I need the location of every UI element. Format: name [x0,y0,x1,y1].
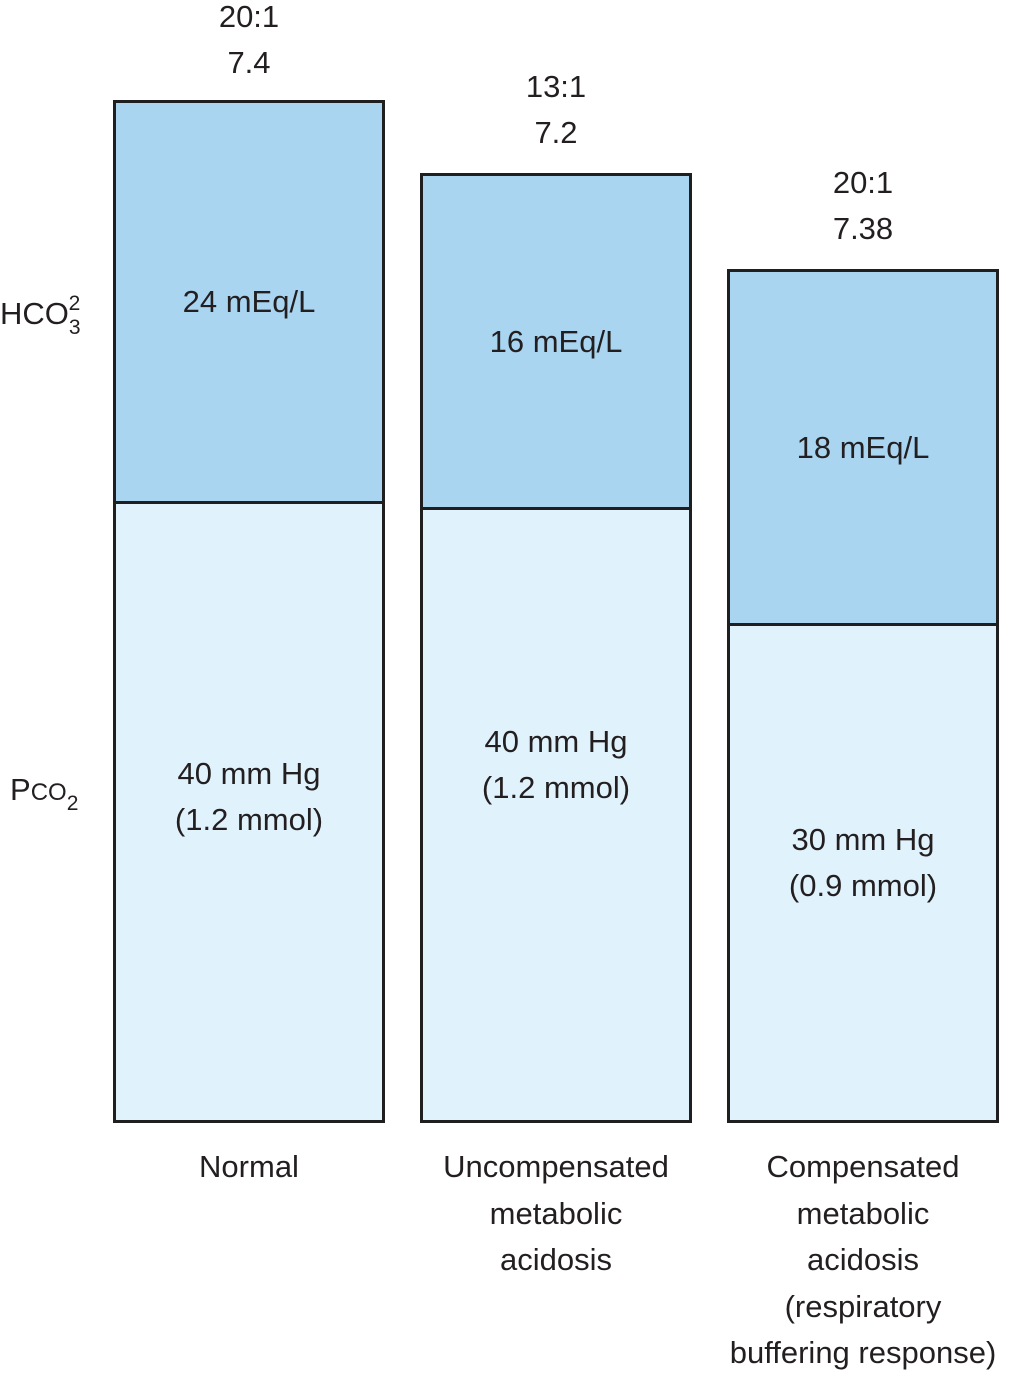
normal-pco2-segment: 40 mm Hg (1.2 mmol) [116,504,382,1120]
pco2-label-subscript: 2 [66,792,79,815]
normal-caption: Normal [99,1144,399,1191]
uncompensated-caption-line: acidosis [500,1242,612,1277]
bicarbonate-label-superscript: 2 [68,292,81,315]
compensated-caption-line: Compensated [766,1149,960,1184]
normal-bicarbonate-segment: 24 mEq/L [116,103,382,504]
bicarbonate-label-subscript: 3 [68,316,81,339]
uncompensated-pco2-segment: 40 mm Hg (1.2 mmol) [423,510,689,1120]
compensated-bicarbonate-value: 18 mEq/L [796,429,930,465]
uncompensated-caption-line: metabolic [489,1195,623,1231]
normal-ratio-ph: 20:1 7.4 [113,0,385,86]
compensated-pco2-segment: 30 mm Hg (0.9 mmol) [730,626,996,1120]
uncompensated-caption-line: Uncompensated [443,1149,669,1184]
compensated-pco2-value: 30 mm Hg [791,822,935,857]
compensated-pco2-mmol: (0.9 mmol) [788,868,938,903]
uncompensated-ph: 7.2 [534,115,578,150]
bicarbonate-label-base: HCO [0,296,69,331]
compensated-caption-line: (respiratory [784,1288,942,1324]
uncompensated-ratio: 13:1 [525,69,587,104]
uncompensated-caption: Uncompensated metabolic acidosis [406,1144,706,1284]
uncompensated-bicarbonate-segment: 16 mEq/L [423,176,689,510]
uncompensated-bicarbonate-value: 16 mEq/L [489,323,623,359]
uncompensated-ratio-ph: 13:1 7.2 [420,64,692,156]
compensated-caption-line: buffering response) [729,1335,997,1370]
pco2-axis-label: PCO2 [10,772,79,815]
compensated-ratio-ph: 20:1 7.38 [727,160,999,252]
normal-pco2-value: 40 mm Hg [177,756,321,791]
compensated-caption-line: metabolic [796,1195,930,1231]
uncompensated-pco2-value: 40 mm Hg [484,724,628,759]
compensated-bar: 18 mEq/L 30 mm Hg (0.9 mmol) [727,269,999,1123]
uncompensated-bar: 16 mEq/L 40 mm Hg (1.2 mmol) [420,173,692,1123]
pco2-label-co: CO [30,779,67,806]
compensated-caption-line: acidosis [807,1242,919,1277]
normal-caption-line: Normal [199,1149,299,1184]
normal-bicarbonate-value: 24 mEq/L [182,284,316,319]
normal-bar: 24 mEq/L 40 mm Hg (1.2 mmol) [113,100,385,1123]
compensated-bicarbonate-segment: 18 mEq/L [730,272,996,626]
compensated-ratio: 20:1 [832,165,894,200]
compensated-caption: Compensated metabolic acidosis (respirat… [713,1144,1013,1377]
normal-ph: 7.4 [227,45,271,80]
normal-ratio: 20:1 [218,0,280,34]
normal-pco2-mmol: (1.2 mmol) [174,802,324,837]
compensated-ph: 7.38 [832,211,894,246]
pco2-label-prefix: P [10,772,31,807]
bicarbonate-axis-label: HCO32 [0,292,81,339]
uncompensated-pco2-mmol: (1.2 mmol) [481,770,631,805]
